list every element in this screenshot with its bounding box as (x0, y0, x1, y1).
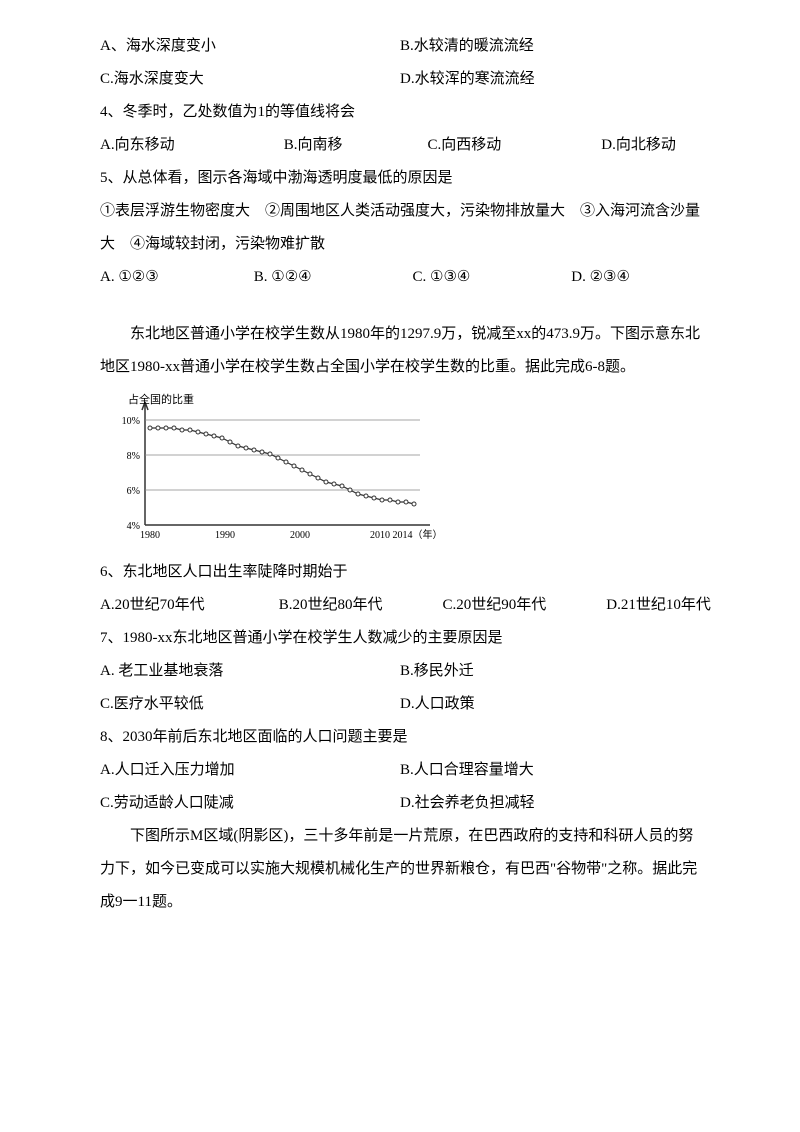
q3-optB: B.水较清的暖流流经 (400, 30, 534, 63)
q4-optC: C.向西移动 (428, 129, 598, 162)
q6-optC: C.20世纪90年代 (443, 589, 603, 622)
svg-text:10%: 10% (122, 416, 140, 427)
q4-optA: A.向东移动 (100, 129, 280, 162)
q7-optB: B.移民外迁 (400, 655, 474, 688)
q8-options-cd: C.劳动适龄人口陡减 D.社会养老负担减轻 (100, 787, 700, 820)
q6-optD: D.21世纪10年代 (606, 589, 711, 622)
q8-options-ab: A.人口迁入压力增加 B.人口合理容量增大 (100, 754, 700, 787)
q5-optD: D. ②③④ (571, 261, 630, 294)
q7-options-cd: C.医疗水平较低 D.人口政策 (100, 688, 700, 721)
chart-y-label: 占全国的比重 (128, 388, 194, 412)
svg-text:2010 2014（年）: 2010 2014（年） (370, 528, 440, 541)
q7-options-ab: A. 老工业基地衰落 B.移民外迁 (100, 655, 700, 688)
passage2: 东北地区普通小学在校学生数从1980年的1297.9万，锐减至xx的473.9万… (100, 318, 700, 384)
q5-optB: B. ①②④ (254, 261, 409, 294)
chart-svg: 10% 8% 6% 4%1980 1990 2000 2010 2014（年） (100, 390, 440, 550)
svg-text:2000: 2000 (290, 530, 310, 541)
q7-stem: 7、1980-xx东北地区普通小学在校学生人数减少的主要原因是 (100, 622, 700, 655)
svg-text:8%: 8% (127, 451, 140, 462)
q3-optD: D.水较浑的寒流流经 (400, 63, 535, 96)
q3-options-ab: A、海水深度变小 B.水较清的暖流流经 (100, 30, 700, 63)
q4-options: A.向东移动 B.向南移 C.向西移动 D.向北移动 (100, 129, 700, 162)
svg-text:1990: 1990 (215, 530, 235, 541)
passage3: 下图所示M区域(阴影区)，三十多年前是一片荒原，在巴西政府的支持和科研人员的努力… (100, 820, 700, 919)
q4-optD: D.向北移动 (601, 129, 676, 162)
q7-optD: D.人口政策 (400, 688, 475, 721)
q8-optB: B.人口合理容量增大 (400, 754, 534, 787)
spacer (100, 294, 700, 318)
q6-stem: 6、东北地区人口出生率陡降时期始于 (100, 556, 700, 589)
q6-optB: B.20世纪80年代 (279, 589, 439, 622)
q6-optA: A.20世纪70年代 (100, 589, 275, 622)
q5-optC: C. ①③④ (413, 261, 568, 294)
q4-stem: 4、冬季时，乙处数值为1的等值线将会 (100, 96, 700, 129)
q5-stem: 5、从总体看，图示各海域中渤海透明度最低的原因是 (100, 162, 700, 195)
q8-stem: 8、2030年前后东北地区面临的人口问题主要是 (100, 721, 700, 754)
q8-optC: C.劳动适龄人口陡减 (100, 787, 400, 820)
q6-options: A.20世纪70年代 B.20世纪80年代 C.20世纪90年代 D.21世纪1… (100, 589, 700, 622)
q3-optC: C.海水深度变大 (100, 63, 400, 96)
q5-items: ①表层浮游生物密度大 ②周围地区人类活动强度大，污染物排放量大 ③入海河流含沙量… (100, 195, 700, 261)
q3-optA: A、海水深度变小 (100, 30, 400, 63)
q5-optA: A. ①②③ (100, 261, 250, 294)
line-chart: 占全国的比重 10% 8% 6% 4%1980 1990 2000 2010 2014（年） (100, 390, 440, 550)
q7-optA: A. 老工业基地衰落 (100, 655, 400, 688)
q3-options-cd: C.海水深度变大 D.水较浑的寒流流经 (100, 63, 700, 96)
q7-optC: C.医疗水平较低 (100, 688, 400, 721)
q5-options: A. ①②③ B. ①②④ C. ①③④ D. ②③④ (100, 261, 700, 294)
q8-optD: D.社会养老负担减轻 (400, 787, 535, 820)
svg-text:1980: 1980 (140, 530, 160, 541)
q4-optB: B.向南移 (284, 129, 424, 162)
svg-text:6%: 6% (127, 486, 140, 497)
svg-text:4%: 4% (127, 521, 140, 532)
q8-optA: A.人口迁入压力增加 (100, 754, 400, 787)
